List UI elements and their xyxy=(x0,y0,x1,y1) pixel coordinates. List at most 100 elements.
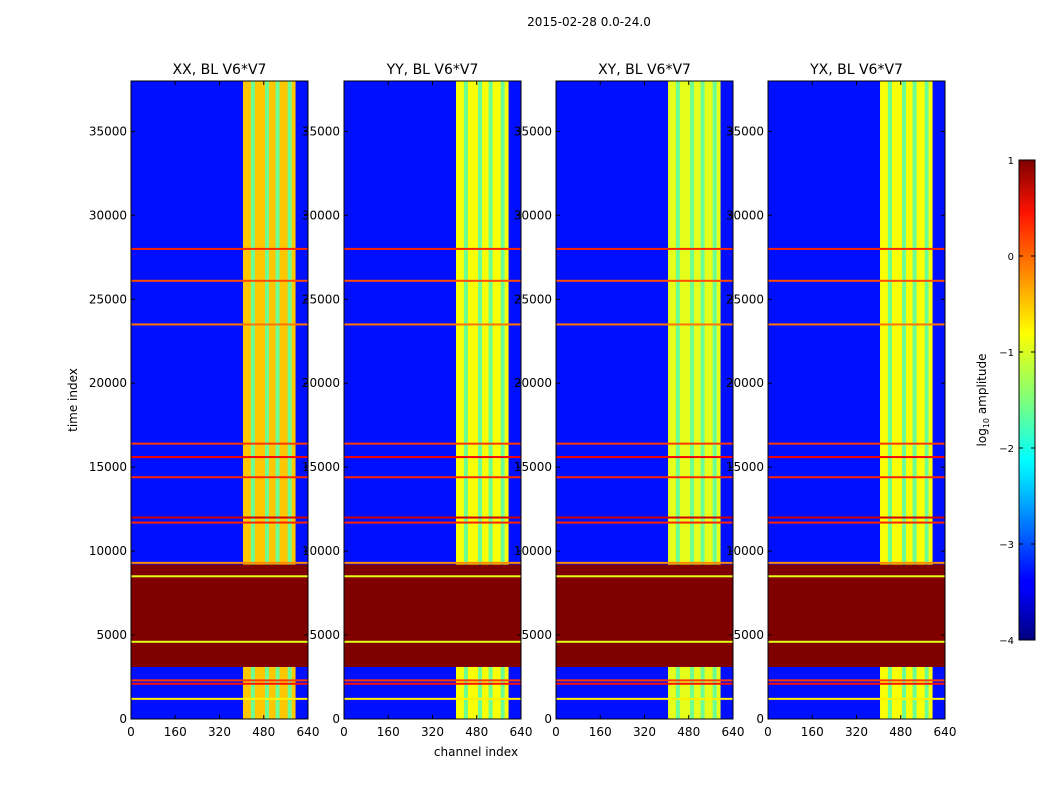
flag-line xyxy=(131,521,308,524)
flag-line xyxy=(131,247,308,250)
colorbar-tick-label: 1 xyxy=(1008,156,1014,167)
y-tick-label: 20000 xyxy=(89,376,127,390)
x-tick-label: 640 xyxy=(722,725,745,739)
band-stripe xyxy=(912,81,917,719)
flag-line xyxy=(344,476,521,479)
band-stripe xyxy=(887,81,892,719)
band-stripe xyxy=(250,81,255,719)
y-axis-label: time index xyxy=(66,368,80,432)
x-tick-label: 480 xyxy=(889,725,912,739)
flag-line xyxy=(768,247,945,250)
flag-line xyxy=(556,561,733,564)
y-tick-label: 25000 xyxy=(302,292,340,306)
band-stripe xyxy=(924,81,929,719)
x-tick-label: 0 xyxy=(552,725,560,739)
y-tick-label: 5000 xyxy=(733,628,764,642)
flag-line xyxy=(131,516,308,519)
panel-title: YX, BL V6*V7 xyxy=(809,62,903,78)
x-tick-label: 160 xyxy=(377,725,400,739)
x-tick-label: 640 xyxy=(934,725,957,739)
flag-line xyxy=(768,682,945,685)
flag-line xyxy=(556,442,733,445)
x-tick-label: 480 xyxy=(677,725,700,739)
y-tick-label: 5000 xyxy=(309,628,340,642)
panel-0: XX, BL V6*V7 0 160 320 480 640 0 5000 10000 15000… xyxy=(89,62,320,739)
flag-line xyxy=(344,323,521,326)
flag-line xyxy=(556,575,733,578)
panel-3: YX, BL V6*V7 0 160 320 480 640 0 5000 10000 15000… xyxy=(726,62,957,739)
panel-1: YY, BL V6*V7 0 160 320 480 640 0 5000 10000 15000… xyxy=(302,62,533,739)
y-tick-label: 35000 xyxy=(514,124,552,138)
flag-line xyxy=(556,679,733,682)
flag-line xyxy=(556,247,733,250)
flag-line xyxy=(556,521,733,524)
flag-line xyxy=(768,456,945,459)
flag-line xyxy=(344,679,521,682)
colorbar-tick-label: −4 xyxy=(999,636,1014,647)
flag-line xyxy=(556,697,733,700)
saturated-region xyxy=(556,564,733,667)
colorbar-tick-label: 0 xyxy=(1008,252,1014,263)
flag-line xyxy=(344,247,521,250)
flag-line xyxy=(131,279,308,282)
panel-2: XY, BL V6*V7 0 160 320 480 640 0 5000 10000 15000… xyxy=(514,62,745,739)
band-stripe xyxy=(463,81,468,719)
y-tick-label: 25000 xyxy=(726,292,764,306)
y-tick-label: 0 xyxy=(544,712,552,726)
flag-line xyxy=(768,516,945,519)
band-stripe xyxy=(690,81,695,719)
y-tick-label: 20000 xyxy=(726,376,764,390)
flag-line xyxy=(131,575,308,578)
flag-line xyxy=(556,682,733,685)
band-stripe xyxy=(478,81,483,719)
flag-line xyxy=(131,697,308,700)
x-tick-label: 320 xyxy=(421,725,444,739)
flag-line xyxy=(131,561,308,564)
panel-title: XY, BL V6*V7 xyxy=(598,62,691,78)
x-tick-label: 320 xyxy=(208,725,231,739)
y-tick-label: 10000 xyxy=(89,544,127,558)
y-tick-label: 10000 xyxy=(514,544,552,558)
flag-line xyxy=(131,442,308,445)
band-stripe xyxy=(902,81,907,719)
colorbar xyxy=(1018,159,1036,641)
band-stripe xyxy=(712,81,717,719)
flag-line xyxy=(344,442,521,445)
flag-line xyxy=(344,640,521,643)
x-tick-label: 640 xyxy=(297,725,320,739)
y-tick-label: 5000 xyxy=(521,628,552,642)
x-tick-label: 320 xyxy=(845,725,868,739)
y-tick-label: 0 xyxy=(332,712,340,726)
flag-line xyxy=(556,516,733,519)
figure-title: 2015-02-28 0.0-24.0 xyxy=(527,15,651,29)
y-tick-label: 15000 xyxy=(726,460,764,474)
flag-line xyxy=(768,561,945,564)
y-tick-label: 5000 xyxy=(96,628,127,642)
y-tick-label: 35000 xyxy=(726,124,764,138)
y-tick-label: 20000 xyxy=(302,376,340,390)
flag-line xyxy=(344,516,521,519)
y-tick-label: 0 xyxy=(119,712,127,726)
band-stripe xyxy=(488,81,493,719)
x-tick-label: 160 xyxy=(801,725,824,739)
colorbar-label: log10 amplitude xyxy=(975,354,991,447)
saturated-region xyxy=(344,564,521,667)
flag-line xyxy=(131,682,308,685)
colorbar-tick-label: −2 xyxy=(999,444,1014,455)
y-tick-label: 25000 xyxy=(89,292,127,306)
panel-title: YY, BL V6*V7 xyxy=(386,62,479,78)
y-tick-label: 25000 xyxy=(514,292,552,306)
flag-line xyxy=(556,476,733,479)
flag-line xyxy=(556,456,733,459)
y-tick-label: 0 xyxy=(756,712,764,726)
panel-title: XX, BL V6*V7 xyxy=(173,62,267,78)
flag-line xyxy=(344,575,521,578)
flag-line xyxy=(768,697,945,700)
panels-group: XX, BL V6*V7 0 160 320 480 640 0 5000 10000 15000… xyxy=(89,62,957,739)
band-stripe xyxy=(265,81,270,719)
flag-line xyxy=(344,521,521,524)
x-tick-label: 0 xyxy=(340,725,348,739)
flag-line xyxy=(768,679,945,682)
y-tick-label: 15000 xyxy=(302,460,340,474)
